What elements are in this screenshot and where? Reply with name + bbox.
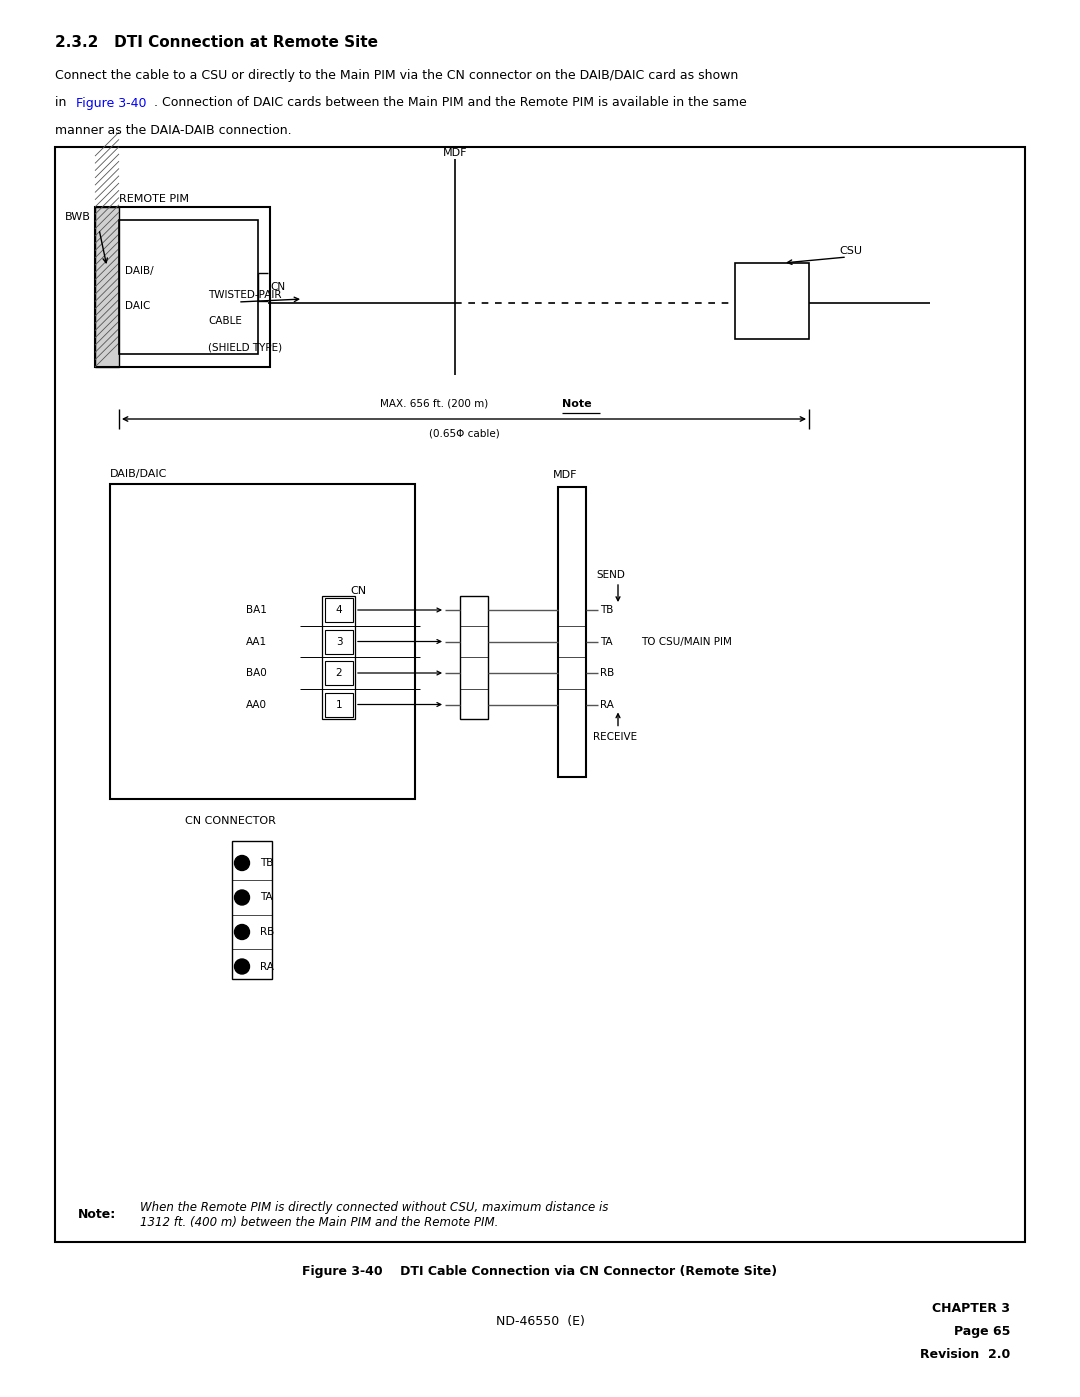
Text: 2: 2 (336, 668, 342, 678)
Text: Page 65: Page 65 (954, 1326, 1010, 1338)
Text: manner as the DAIA-DAIB connection.: manner as the DAIA-DAIB connection. (55, 124, 292, 137)
Text: (0.65Φ cable): (0.65Φ cable) (429, 427, 499, 439)
Bar (110, 483, 415, 799)
Text: Note: Note (562, 400, 592, 409)
Text: TB: TB (260, 858, 273, 868)
Text: Connect the cable to a CSU or directly to the Main PIM via the CN connector on t: Connect the cable to a CSU or directly t… (55, 68, 739, 81)
Text: CN CONNECTOR: CN CONNECTOR (185, 816, 275, 826)
Text: RB: RB (260, 928, 274, 937)
Text: DAIB/DAIC: DAIB/DAIC (110, 469, 167, 479)
Text: 2.3.2   DTI Connection at Remote Site: 2.3.2 DTI Connection at Remote Site (55, 35, 378, 49)
Text: CN: CN (270, 282, 285, 292)
Text: BA0: BA0 (246, 668, 267, 678)
Text: RA: RA (600, 700, 613, 710)
Text: MAX. 656 ft. (200 m): MAX. 656 ft. (200 m) (380, 400, 488, 409)
Bar (325, 598, 353, 622)
Text: CHAPTER 3: CHAPTER 3 (932, 1302, 1010, 1316)
Bar (322, 597, 355, 718)
Text: RB: RB (600, 668, 615, 678)
Bar (325, 693, 353, 717)
Bar (325, 630, 353, 654)
Bar (232, 841, 272, 979)
Text: CSU: CSU (839, 246, 862, 256)
Text: DAIB/: DAIB/ (125, 265, 153, 277)
Bar (735, 263, 809, 339)
Text: TWISTED-PAIR: TWISTED-PAIR (208, 291, 282, 300)
Circle shape (234, 958, 249, 974)
Text: Figure 3-40: Figure 3-40 (76, 96, 147, 109)
Text: . Connection of DAIC cards between the Main PIM and the Remote PIM is available : . Connection of DAIC cards between the M… (153, 96, 746, 109)
Bar (55, 147, 1025, 1242)
Text: Revision  2.0: Revision 2.0 (920, 1348, 1010, 1362)
Text: CABLE: CABLE (208, 316, 242, 326)
Text: BWB: BWB (65, 212, 91, 222)
Text: 1: 1 (336, 700, 342, 710)
Bar (325, 661, 353, 685)
Text: MDF: MDF (553, 471, 578, 481)
Text: TB: TB (600, 605, 613, 615)
Bar (95, 207, 270, 367)
Text: DAIC: DAIC (125, 302, 150, 312)
Text: SEND: SEND (596, 570, 625, 580)
Text: TO CSU/MAIN PIM: TO CSU/MAIN PIM (642, 637, 732, 647)
Text: BA1: BA1 (246, 605, 267, 615)
Text: MDF: MDF (443, 148, 468, 158)
Text: Figure 3-40    DTI Cable Connection via CN Connector (Remote Site): Figure 3-40 DTI Cable Connection via CN … (302, 1266, 778, 1278)
Text: AA1: AA1 (246, 637, 267, 647)
Circle shape (234, 855, 249, 870)
Text: TA: TA (260, 893, 272, 902)
Text: Note:: Note: (78, 1208, 117, 1221)
Bar (95, 207, 119, 367)
Text: RA: RA (260, 961, 274, 971)
Text: TA: TA (600, 637, 612, 647)
Circle shape (234, 925, 249, 940)
Text: ND-46550  (E): ND-46550 (E) (496, 1316, 584, 1329)
Text: (SHIELD TYPE): (SHIELD TYPE) (208, 342, 282, 352)
Bar (558, 488, 586, 777)
Bar (119, 219, 258, 353)
Text: REMOTE PIM: REMOTE PIM (119, 194, 189, 204)
Text: AA0: AA0 (246, 700, 267, 710)
Text: in: in (55, 96, 70, 109)
Text: RECEIVE: RECEIVE (593, 732, 637, 742)
Text: When the Remote PIM is directly connected without CSU, maximum distance is
1312 : When the Remote PIM is directly connecte… (140, 1201, 608, 1229)
Bar (460, 597, 488, 718)
Text: 3: 3 (336, 637, 342, 647)
Text: 4: 4 (336, 605, 342, 615)
Circle shape (234, 890, 249, 905)
Text: CN: CN (350, 587, 366, 597)
Bar (95, 207, 119, 367)
